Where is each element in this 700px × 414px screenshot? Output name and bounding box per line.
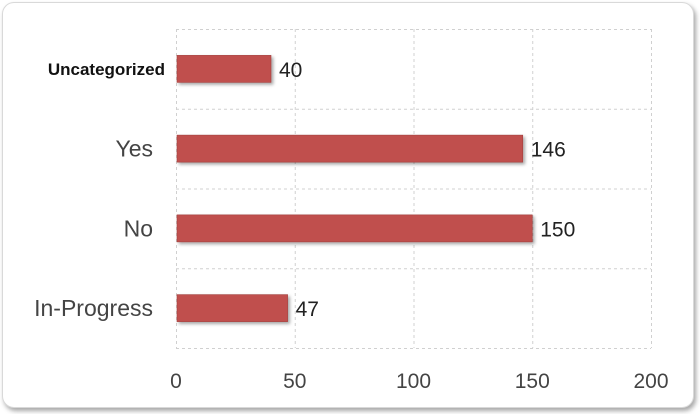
x-tick-label: 100 — [396, 370, 431, 393]
data-label: 150 — [540, 218, 575, 241]
gridlines — [176, 29, 652, 349]
x-tick-label: 200 — [633, 370, 668, 393]
x-tick-label: 50 — [283, 370, 306, 393]
bar-chart: 40 146 150 47 Uncategorized Yes No In-Progress… — [34, 29, 669, 393]
x-tick-label: 0 — [170, 370, 182, 393]
x-tick-label: 150 — [515, 370, 550, 393]
category-labels: Uncategorized Yes No In-Progress — [34, 60, 165, 321]
bar-no — [176, 214, 533, 243]
category-label: Uncategorized — [48, 60, 165, 79]
x-tick-labels: 0 50 100 150 200 — [170, 370, 668, 393]
category-label: Yes — [115, 136, 153, 162]
category-label: No — [124, 215, 153, 241]
data-labels: 40 146 150 47 — [279, 59, 575, 321]
bar-yes — [176, 134, 524, 163]
bar-in-progress — [176, 294, 288, 322]
bars — [176, 55, 533, 322]
bar-uncategorized — [176, 55, 272, 83]
chart-frame: 40 146 150 47 Uncategorized Yes No In-Progress… — [2, 2, 694, 408]
category-label: In-Progress — [34, 295, 153, 321]
data-label: 47 — [296, 298, 319, 321]
data-label: 146 — [531, 139, 566, 162]
data-label: 40 — [279, 59, 302, 82]
